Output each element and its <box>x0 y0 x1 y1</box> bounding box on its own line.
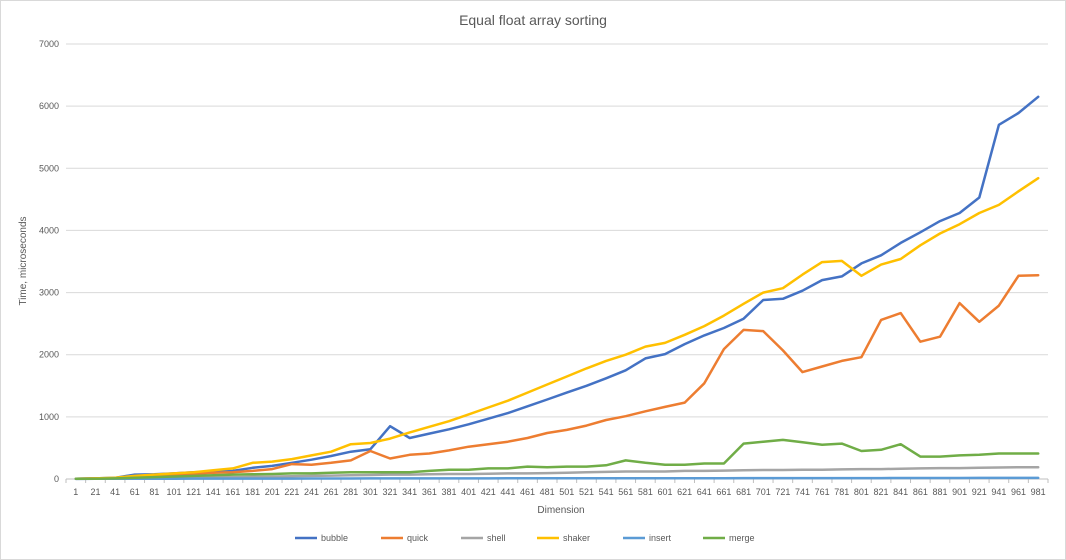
x-tick-label: 881 <box>932 487 947 497</box>
x-tick-label: 681 <box>736 487 751 497</box>
y-tick-label: 0 <box>54 474 59 484</box>
y-tick-label: 1000 <box>39 412 59 422</box>
x-tick-label: 901 <box>952 487 967 497</box>
x-tick-label: 221 <box>284 487 299 497</box>
x-tick-label: 141 <box>206 487 221 497</box>
x-tick-label: 781 <box>834 487 849 497</box>
x-tick-labels: 1 21 41 61 81 101 121 141 161 181 201 221 241 261 281 3… <box>65 479 1049 497</box>
legend-label: bubble <box>321 533 348 543</box>
x-tick-label: 981 <box>1031 487 1046 497</box>
legend-item-shaker: shaker <box>537 533 590 543</box>
x-tick-label: 601 <box>658 487 673 497</box>
x-tick-label: 201 <box>265 487 280 497</box>
x-tick-label: 861 <box>913 487 928 497</box>
legend: bubble quick shell shaker insert merge <box>295 533 755 543</box>
x-tick-label: 481 <box>540 487 555 497</box>
legend-label: insert <box>649 533 672 543</box>
x-axis-label: Dimension <box>537 505 584 516</box>
chart-title: Equal float array sorting <box>459 12 607 28</box>
x-tick-label: 821 <box>874 487 889 497</box>
x-tick-label: 581 <box>638 487 653 497</box>
x-tick-label: 361 <box>422 487 437 497</box>
x-tick-label: 761 <box>815 487 830 497</box>
x-tick-label: 501 <box>559 487 574 497</box>
x-tick-label: 921 <box>972 487 987 497</box>
x-tick-label: 321 <box>383 487 398 497</box>
series-lines <box>74 95 1040 481</box>
x-tick-label: 61 <box>130 487 140 497</box>
x-tick-label: 841 <box>893 487 908 497</box>
x-tick-label: 1 <box>73 487 78 497</box>
y-axis-label: Time, microseconds <box>18 216 29 305</box>
legend-label: quick <box>407 533 429 543</box>
legend-label: shaker <box>563 533 590 543</box>
x-tick-label: 801 <box>854 487 869 497</box>
x-tick-label: 561 <box>618 487 633 497</box>
x-tick-label: 661 <box>716 487 731 497</box>
x-tick-label: 401 <box>461 487 476 497</box>
series-line-quick <box>74 273 1040 480</box>
x-tick-label: 21 <box>90 487 100 497</box>
x-tick-label: 181 <box>245 487 260 497</box>
x-tick-label: 301 <box>363 487 378 497</box>
x-tick-label: 721 <box>775 487 790 497</box>
x-tick-label: 261 <box>324 487 339 497</box>
x-tick-label: 961 <box>1011 487 1026 497</box>
series-line-insert <box>74 476 1040 481</box>
y-tick-label: 2000 <box>39 350 59 360</box>
x-tick-label: 161 <box>225 487 240 497</box>
y-tick-label: 6000 <box>39 101 59 111</box>
legend-item-quick: quick <box>381 533 429 543</box>
x-tick-label: 101 <box>167 487 182 497</box>
y-tick-label: 4000 <box>39 225 59 235</box>
legend-item-shell: shell <box>461 533 506 543</box>
legend-label: merge <box>729 533 755 543</box>
x-tick-label: 121 <box>186 487 201 497</box>
series-line-shell <box>74 465 1040 481</box>
x-tick-label: 241 <box>304 487 319 497</box>
x-tick-label: 621 <box>677 487 692 497</box>
legend-label: shell <box>487 533 506 543</box>
x-tick-label: 41 <box>110 487 120 497</box>
x-tick-label: 381 <box>441 487 456 497</box>
series-line-shaker <box>74 176 1040 480</box>
y-tick-labels: 0 1000 2000 3000 4000 5000 6000 7000 <box>39 39 59 484</box>
series-line-merge <box>74 438 1040 481</box>
x-tick-label: 941 <box>991 487 1006 497</box>
y-tick-label: 5000 <box>39 163 59 173</box>
x-tick-label: 641 <box>697 487 712 497</box>
x-tick-label: 421 <box>481 487 496 497</box>
x-tick-label: 741 <box>795 487 810 497</box>
legend-item-merge: merge <box>703 533 755 543</box>
y-tick-label: 7000 <box>39 39 59 49</box>
x-tick-label: 441 <box>500 487 515 497</box>
series-line-bubble <box>74 95 1040 480</box>
x-tick-label: 541 <box>599 487 614 497</box>
x-tick-label: 281 <box>343 487 358 497</box>
x-tick-label: 521 <box>579 487 594 497</box>
legend-item-bubble: bubble <box>295 533 348 543</box>
gridlines <box>66 43 1048 480</box>
x-tick-label: 81 <box>149 487 159 497</box>
x-tick-label: 701 <box>756 487 771 497</box>
legend-item-insert: insert <box>623 533 672 543</box>
x-tick-label: 341 <box>402 487 417 497</box>
x-tick-label: 461 <box>520 487 535 497</box>
y-tick-label: 3000 <box>39 288 59 298</box>
